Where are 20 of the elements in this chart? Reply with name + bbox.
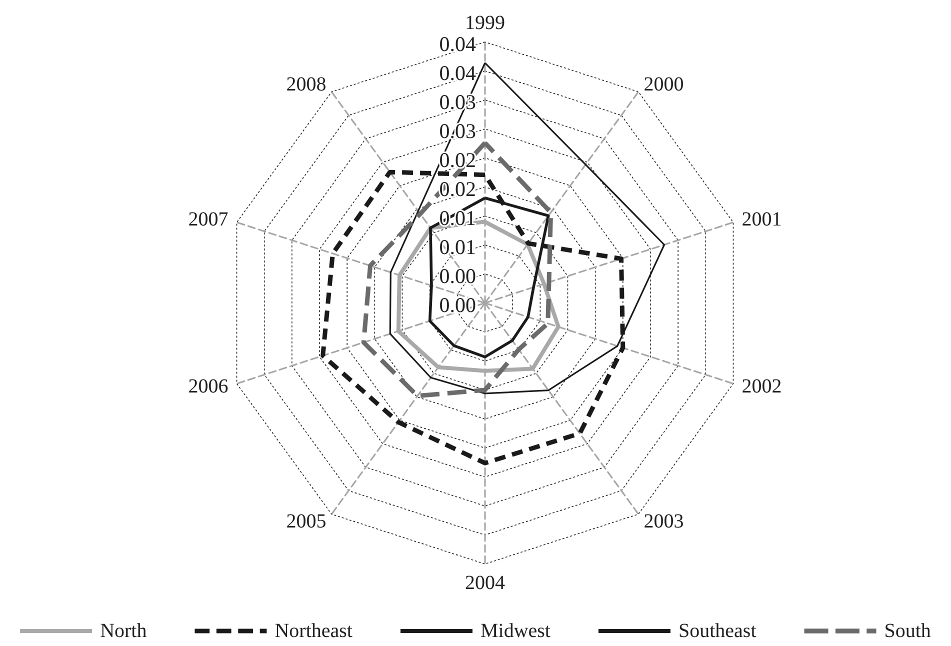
y-tick-label: 0.04	[439, 32, 476, 56]
legend-label: South	[884, 620, 931, 642]
y-tick-label: 0.01	[439, 235, 476, 259]
spoke-label: 2008	[286, 74, 326, 96]
spoke-label: 2000	[644, 74, 684, 96]
legend-label: Midwest	[480, 620, 551, 642]
y-tick-label: 0.00	[439, 264, 476, 288]
y-tick-label: 0.04	[439, 61, 476, 85]
y-tick-label: 0.00	[439, 293, 476, 317]
legend-label: Northeast	[274, 620, 353, 642]
spoke-label: 2006	[188, 375, 228, 398]
spoke-label: 2001	[742, 208, 782, 231]
spoke-label: 2007	[188, 208, 228, 231]
legend-label: Southeast	[678, 620, 757, 642]
spoke-label: 2002	[742, 375, 782, 398]
spoke-label: 1999	[465, 12, 505, 34]
legend-label: North	[100, 620, 147, 642]
spoke-label: 2004	[465, 572, 505, 594]
spoke-label: 2003	[644, 510, 684, 532]
spoke-label: 2005	[286, 510, 326, 532]
